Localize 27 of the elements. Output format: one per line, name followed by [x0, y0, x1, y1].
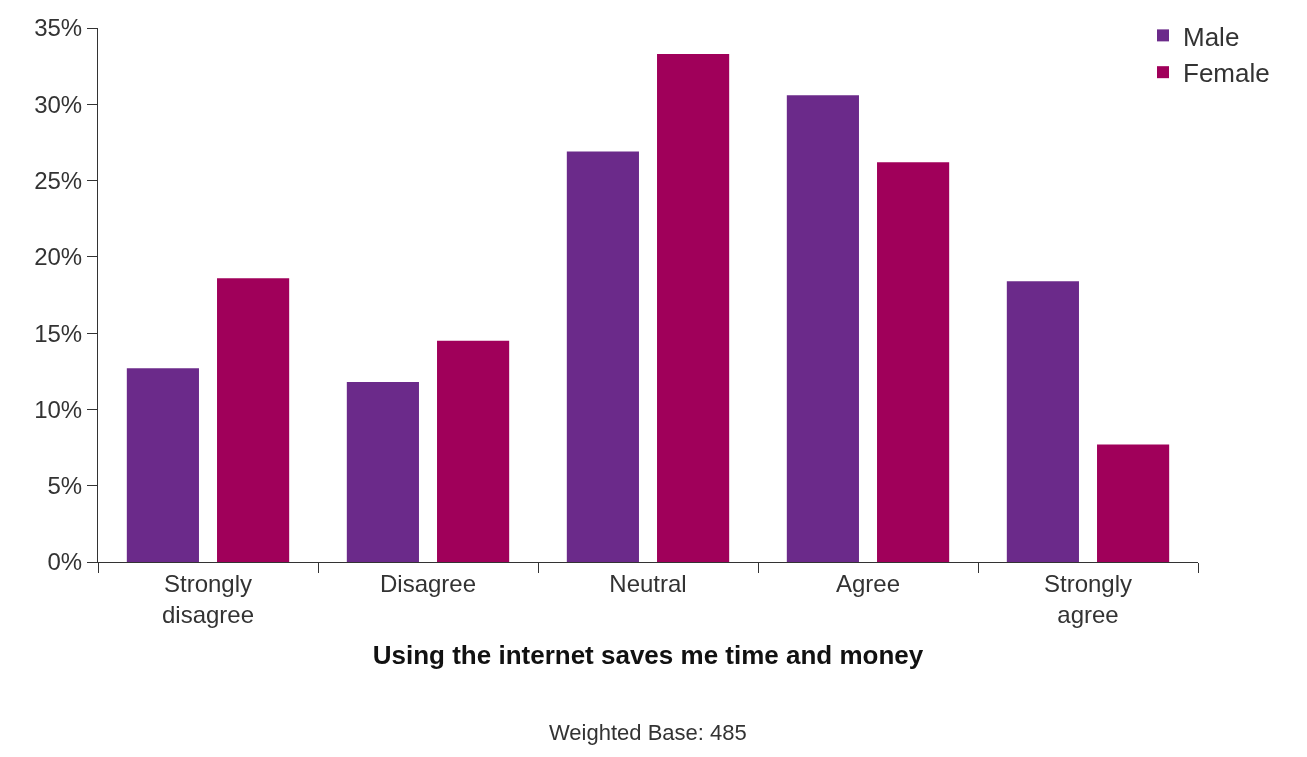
y-tick-label: 10%	[34, 395, 83, 423]
bar	[217, 278, 290, 562]
x-tick-label: Neutral	[609, 569, 687, 597]
bar	[1006, 281, 1079, 562]
y-tick-label: 30%	[34, 90, 83, 118]
text: Weighted Base: 485	[549, 720, 747, 745]
bar	[346, 381, 419, 562]
y-tick-label: 35%	[34, 14, 83, 42]
y-tick-label: 25%	[34, 166, 83, 194]
bar	[566, 151, 639, 562]
y-tick-label: 20%	[34, 243, 83, 271]
bar	[657, 53, 730, 562]
bar	[126, 368, 199, 562]
x-tick-label: Strongly disagree	[161, 569, 255, 628]
x-tick-label: Strongly agree	[1043, 569, 1133, 628]
bar	[437, 340, 510, 562]
x-tick-label: Disagree	[379, 569, 477, 597]
bar	[1097, 444, 1170, 562]
bar	[877, 162, 950, 562]
y-tick-label: 15%	[34, 319, 83, 347]
x-tick-label: Agree	[835, 569, 901, 597]
legend-label: Male	[1183, 21, 1240, 52]
bar	[786, 95, 859, 562]
x-axis-title: Using the internet saves me time and money	[372, 639, 924, 670]
y-tick-label: 0%	[47, 548, 83, 576]
legend-label: Female	[1183, 58, 1270, 89]
y-tick-label: 5%	[47, 472, 83, 500]
